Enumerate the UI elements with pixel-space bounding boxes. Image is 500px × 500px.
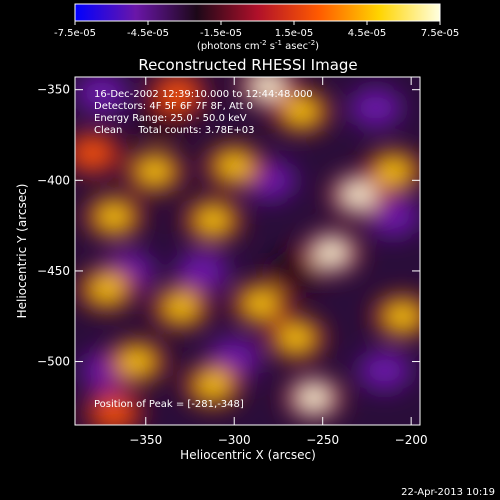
annotation-line: Detectors: 4F 5F 6F 7F 8F, Att 0 [94,101,253,112]
y-tick-label: −350 [37,83,70,97]
hot-region [376,158,411,185]
chart-title: Reconstructed RHESSI Image [138,56,357,74]
hot-region [196,372,230,399]
hot-region [196,207,230,234]
low-region [358,350,411,391]
hot-region [314,239,349,266]
x-tick-label: −250 [306,433,339,447]
annotation-block: 16-Dec-2002 12:39:10.000 to 12:44:48.000… [94,89,313,136]
x-tick-label: −200 [395,433,428,447]
intensity-map [75,77,420,425]
y-axis-label: Heliocentric Y (arcsec) [15,184,29,319]
hot-region [75,140,110,167]
colorbar-tick-label: -1.5e-05 [200,28,242,39]
plot-frame [74,76,421,426]
hot-region [279,325,314,351]
y-tick-label: −400 [37,173,70,187]
timestamp: 22-Apr-2013 10:19 [401,487,495,498]
colorbar-tick-label: 4.5e-05 [348,28,386,39]
x-axis-label: Heliocentric X (arcsec) [180,448,316,462]
hot-region [217,152,252,179]
hot-region [119,348,154,375]
x-tick-label: −350 [129,433,162,447]
peak-position-label: Position of Peak = [-281,-348] [94,399,244,410]
hot-region [296,384,331,411]
hot-region [89,276,124,303]
low-region [176,250,229,291]
hot-region [96,203,131,230]
annotation-line: Energy Range: 25.0 - 50.0 keV [94,113,247,124]
image-area [75,77,420,425]
hot-region [160,80,195,107]
colorbar-tick-label: -4.5e-05 [127,28,169,39]
colorbar-tick-label: -7.5e-05 [54,28,96,39]
annotation-line: 16-Dec-2002 12:39:10.000 to 12:44:48.000 [94,89,313,100]
y-tick-label: −500 [37,355,70,369]
colorbar-tick-label: 7.5e-05 [421,28,459,39]
x-tick-label: −300 [218,433,251,447]
annotation-line: Clean Total counts: 3.78E+03 [94,125,254,136]
low-region [75,77,128,114]
colorbar [74,3,441,22]
hot-region [385,303,420,330]
low-region [349,87,402,128]
hot-region [243,290,278,317]
hot-region [164,294,199,321]
colorbar-units: (photons cm-2 s-1 asec-2) [197,39,319,52]
axes: −350 −300 −250 −200 −350 −400 −450 −500 [37,77,428,447]
colorbar-tick-label: 1.5e-05 [275,28,313,39]
hot-region [284,98,319,125]
y-tick-label: −450 [37,264,70,278]
hot-region [250,77,285,100]
hot-region [341,181,376,208]
hot-region [96,399,131,425]
colorbar-ticks: -7.5e-05 -4.5e-05 -1.5e-05 1.5e-05 4.5e-05 7.… [54,21,459,39]
hot-region [137,158,172,185]
